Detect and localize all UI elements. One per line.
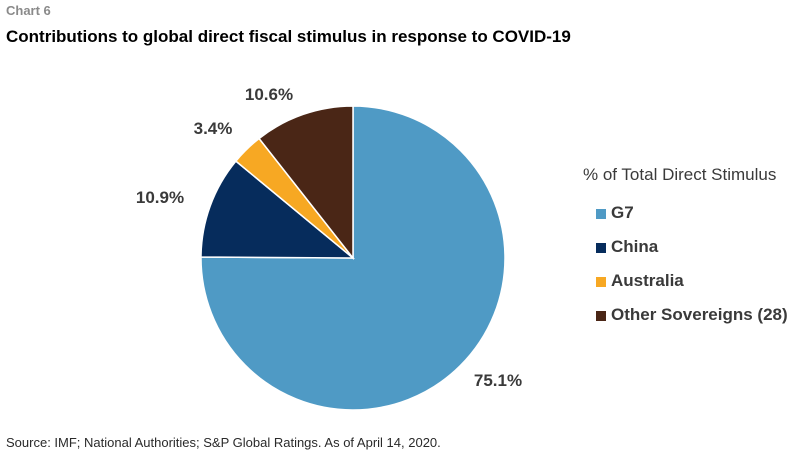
chart-title: Contributions to global direct fiscal st… xyxy=(6,27,571,46)
pie-slice-china xyxy=(200,160,356,259)
data-label: 10.6% xyxy=(245,85,293,104)
legend-item-other-sovereigns: Other Sovereigns (28) xyxy=(583,305,788,339)
legend-swatch xyxy=(596,243,606,253)
legend-swatch xyxy=(596,277,606,287)
legend: % of Total Direct Stimulus G7 China Aust… xyxy=(583,165,788,339)
pie-slice-other-sovereigns-28 xyxy=(258,105,354,261)
data-label: 75.1% xyxy=(474,371,522,390)
legend-item-g7: G7 xyxy=(583,203,776,237)
legend-item-china: China xyxy=(583,237,776,271)
legend-item-australia: Australia xyxy=(583,271,776,305)
legend-swatch xyxy=(596,209,606,219)
legend-label: China xyxy=(611,237,659,256)
legend-label: Other Sovereigns (28) xyxy=(611,305,788,324)
data-label: 3.4% xyxy=(194,119,233,138)
legend-swatch xyxy=(596,311,606,321)
legend-label: G7 xyxy=(611,203,634,222)
data-label: 10.9% xyxy=(136,188,184,207)
legend-label: Australia xyxy=(611,271,684,290)
source-note: Source: IMF; National Authorities; S&P G… xyxy=(6,435,441,450)
legend-title: % of Total Direct Stimulus xyxy=(583,165,777,184)
chart-number: Chart 6 xyxy=(6,3,51,18)
pie-slice-g7 xyxy=(200,105,506,411)
